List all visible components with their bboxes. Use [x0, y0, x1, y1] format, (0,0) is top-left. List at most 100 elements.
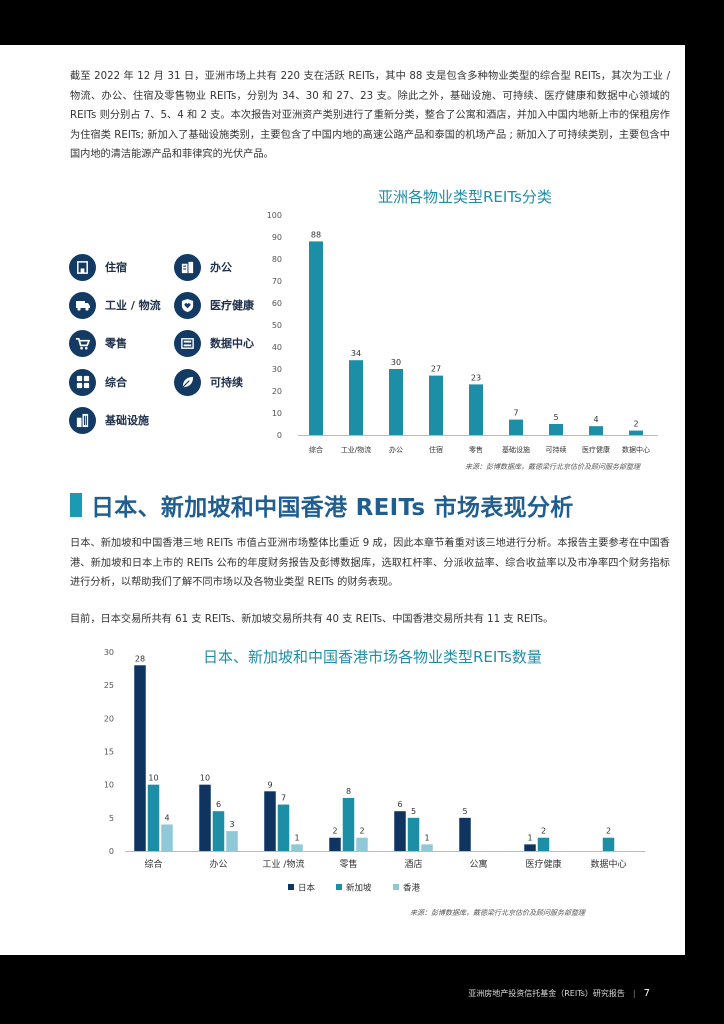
chart2-y-tick: 25 — [104, 681, 114, 690]
chart1-data-label: 34 — [351, 349, 361, 358]
chart2-legend-swatch — [288, 884, 294, 890]
chart2-legend-swatch — [393, 884, 399, 890]
footer-report-title: 亚洲房地产投资信托基金（REITs）研究报告 — [468, 989, 625, 998]
chart2-legend-label: 日本 — [298, 883, 316, 894]
legend-label: 数据中心 — [210, 337, 254, 350]
legend-label: 基础设施 — [105, 414, 149, 427]
chart1-bar — [509, 419, 523, 435]
chart2-data-label: 10 — [200, 774, 210, 783]
chart2-data-label: 4 — [164, 813, 169, 822]
chart2-x-tick: 医疗健康 — [525, 858, 561, 870]
intro-paragraph: 截至 2022 年 12 月 31 日，亚洲市场上共有 220 支在活跃 REI… — [70, 71, 670, 161]
chart1-x-tick: 办公 — [389, 445, 403, 454]
chart1-y-tick: 20 — [272, 387, 282, 396]
chart2-y-tick: 5 — [109, 814, 114, 823]
legend-item-infrastructure: 基础设施 — [69, 405, 149, 435]
chart2-data-label: 7 — [281, 794, 286, 803]
chart2-data-label: 2 — [359, 827, 364, 836]
chart2-bar — [421, 844, 433, 851]
footer-separator: | — [632, 989, 636, 998]
chart1-y-tick: 30 — [272, 365, 282, 374]
chart2-data-label: 2 — [332, 827, 337, 836]
chart2-data-label: 6 — [216, 800, 221, 809]
chart2-bar — [199, 784, 211, 851]
chart1-x-tick: 基础设施 — [502, 445, 530, 454]
chart2-bar — [161, 824, 173, 851]
chart1-data-label: 27 — [431, 365, 441, 374]
chart1-bar — [309, 241, 323, 435]
legend-label: 住宿 — [105, 261, 127, 274]
legend-item-office: 办公 — [174, 252, 232, 282]
chart2-bar — [147, 784, 160, 851]
legend-label: 医疗健康 — [210, 299, 254, 312]
grid-icon — [69, 368, 96, 396]
chart1-data-label: 23 — [471, 373, 481, 382]
chart2-bar — [524, 844, 536, 851]
chart2-title: 日本、新加坡和中国香港市场各物业类型REITs数量 — [203, 648, 542, 666]
chart2-x-tick: 工业 /物流 — [263, 858, 305, 870]
legend-item-datacenter: 数据中心 — [174, 328, 254, 358]
chart1-title: 亚洲各物业类型REITs分类 — [378, 188, 552, 206]
chart2-y-tick: 0 — [109, 847, 114, 856]
chart1-data-label: 30 — [391, 358, 401, 367]
bed-icon — [69, 253, 96, 281]
chart2-legend-swatch — [336, 884, 342, 890]
section-heading: 日本、新加坡和中国香港 REITs 市场表现分析 — [70, 488, 574, 522]
chart2-data-label: 28 — [135, 654, 145, 663]
legend-item-logistics: 工业 / 物流 — [69, 290, 161, 320]
chart2-bar — [602, 837, 615, 851]
chart2-data-label: 6 — [397, 800, 402, 809]
chart2-bar — [394, 811, 406, 851]
legend-item-healthcare: 医疗健康 — [174, 290, 254, 320]
chart1-y-tick: 80 — [272, 255, 282, 264]
chart2-data-label: 10 — [148, 774, 158, 783]
chart2-data-label: 1 — [527, 833, 532, 842]
chart1-data-label: 5 — [553, 413, 558, 422]
section-title: 日本、新加坡和中国香港 REITs 市场表现分析 — [91, 495, 574, 521]
page-footer: 亚洲房地产投资信托基金（REITs）研究报告 | 7 — [468, 988, 650, 999]
chart1-y-tick: 10 — [272, 409, 282, 418]
chart2-bar — [342, 797, 355, 851]
chart2-bar — [329, 837, 341, 851]
chart1-bar — [389, 369, 403, 435]
chart2-y-tick: 30 — [104, 648, 114, 657]
report-page — [0, 45, 685, 955]
leaf-icon — [174, 368, 201, 396]
chart1-data-label: 88 — [311, 230, 321, 239]
chart1-data-label: 4 — [593, 415, 598, 424]
chart2-x-tick: 酒店 — [404, 858, 422, 870]
chart2-x-tick: 数据中心 — [590, 858, 626, 870]
chart2-legend-label: 新加坡 — [346, 883, 372, 894]
chart2-data-label: 8 — [346, 787, 351, 796]
chart2-data-label: 1 — [424, 833, 429, 842]
chart2-data-label: 5 — [462, 807, 467, 816]
chart1-source: 来源：彭博数据库，戴德梁行北京估价及顾问服务部整理 — [465, 463, 640, 471]
chart2-y-tick: 20 — [104, 714, 114, 723]
chart2-data-label: 1 — [294, 833, 299, 842]
chart1-x-tick: 零售 — [469, 445, 483, 454]
chart1-x-tick: 工业/物流 — [341, 445, 371, 454]
chart2-bar — [537, 837, 550, 851]
chart1-bar — [349, 360, 363, 435]
chart1-y-tick: 0 — [277, 431, 282, 440]
chart1-y-tick: 40 — [272, 343, 282, 352]
chart2-legend-label: 香港 — [403, 883, 421, 894]
chart2-x-tick: 办公 — [209, 858, 227, 870]
chart2-bar — [459, 817, 471, 851]
chart2-bar — [277, 804, 290, 851]
chart2-data-label: 9 — [267, 780, 272, 789]
chart1-bar — [629, 430, 643, 435]
chart1-bar — [549, 424, 563, 435]
chart1-x-tick: 住宿 — [429, 445, 443, 454]
chart1-y-tick: 70 — [272, 277, 282, 286]
chart2-source: 来源：彭博数据库，戴德梁行北京估价及顾问服务部整理 — [410, 909, 585, 917]
chart1-y-tick: 100 — [267, 211, 282, 220]
chart2-bar — [226, 831, 238, 851]
chart2-data-label: 2 — [606, 827, 611, 836]
chart2-bar — [356, 837, 368, 851]
section-paragraph: 日本、新加坡和中国香港三地 REITs 市值占亚洲市场整体比重近 9 成，因此本… — [70, 538, 670, 589]
chart2-data-label: 2 — [541, 827, 546, 836]
truck-icon — [69, 291, 96, 319]
chart1-data-label: 7 — [513, 409, 518, 418]
